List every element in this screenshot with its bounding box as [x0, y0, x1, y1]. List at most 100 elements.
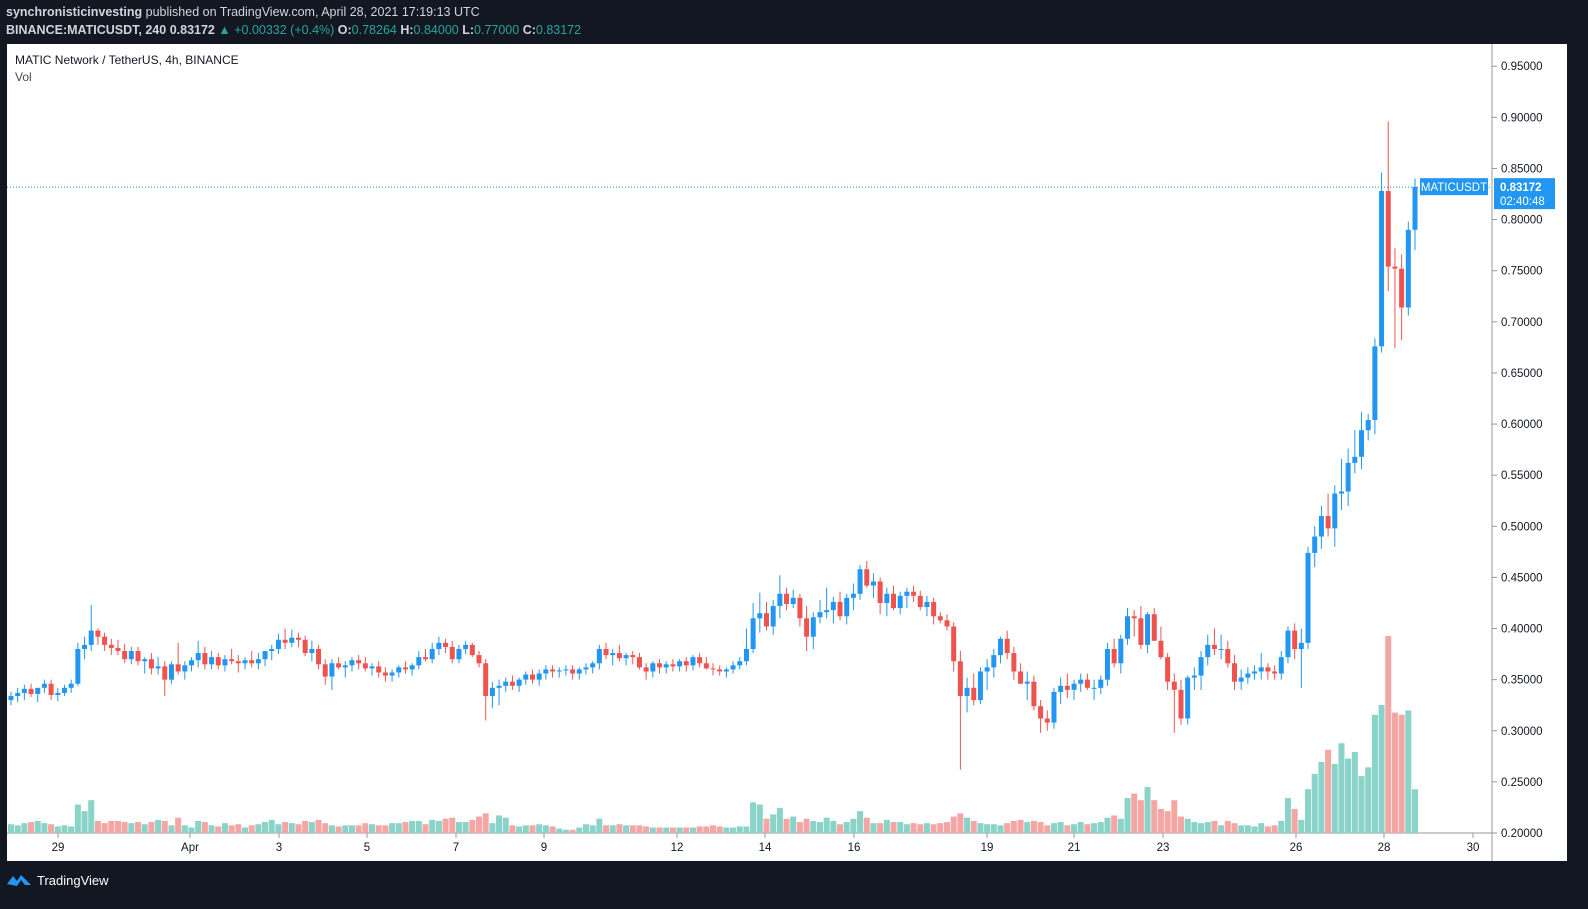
candle: [436, 636, 442, 656]
high-label: H:: [400, 23, 414, 37]
volume-bar: [1291, 808, 1298, 833]
candle: [209, 651, 215, 670]
candle: [897, 591, 903, 615]
candle: [1312, 526, 1318, 568]
candle-body: [1205, 644, 1211, 658]
volume-bar: [1191, 822, 1198, 833]
tradingview-brand[interactable]: TradingView: [37, 872, 109, 888]
candle-body: [810, 617, 816, 637]
candle: [483, 659, 489, 721]
volume-bar: [1184, 818, 1191, 833]
price-tick-label: 0.70000: [1501, 317, 1543, 329]
candle: [804, 606, 810, 652]
open-value: 0.78264: [351, 23, 397, 37]
candle: [503, 677, 509, 692]
volume-bar: [1050, 823, 1057, 833]
candle: [757, 592, 763, 633]
volume-bar: [1004, 823, 1011, 833]
volume-bar: [1258, 823, 1265, 833]
volume-bar: [596, 818, 603, 833]
volume-bar: [8, 824, 14, 833]
volume-bar: [716, 826, 723, 833]
candle: [1405, 221, 1411, 316]
volume-bar: [215, 826, 222, 833]
candle: [423, 648, 429, 662]
volume-bar: [409, 820, 416, 833]
candle-body: [636, 657, 642, 668]
candles: [8, 121, 1418, 770]
candle: [349, 657, 355, 672]
volume-bar: [1358, 776, 1365, 833]
volume-bar: [1137, 800, 1144, 833]
price-tick-label: 0.20000: [1501, 828, 1543, 840]
time-tick-label: 5: [364, 842, 370, 854]
candle: [1125, 608, 1131, 645]
candle-body: [255, 659, 261, 664]
candle-body: [456, 648, 462, 660]
candle-body: [1151, 614, 1157, 641]
volume-bar: [863, 817, 870, 833]
candle-body: [162, 666, 168, 680]
volume-bar: [944, 822, 950, 833]
candle: [710, 663, 716, 676]
author-name[interactable]: synchronisticinvesting: [6, 5, 143, 19]
candlestick-chart[interactable]: 0.95000 0.90000 0.85000 0.80000 0.75000 0.700…: [7, 44, 1567, 861]
volume-bar: [1244, 825, 1251, 833]
candle: [443, 638, 449, 654]
candle: [469, 642, 475, 658]
volume-bar: [1298, 819, 1305, 833]
candle: [770, 599, 776, 635]
volume-bar: [1338, 743, 1345, 833]
candle-body: [543, 669, 549, 674]
candle-body: [269, 648, 275, 652]
volume-bar: [897, 822, 904, 833]
volume-bar: [188, 827, 195, 833]
candle-body: [128, 651, 134, 660]
candle: [636, 653, 642, 670]
volume-bar: [883, 819, 890, 833]
candle: [543, 665, 549, 680]
volume-bar: [429, 819, 436, 833]
volume-bar: [288, 823, 295, 833]
volume-bars: [8, 636, 1418, 833]
candle-body: [743, 648, 749, 662]
candle: [777, 575, 783, 619]
candle-body: [603, 648, 609, 656]
time-tick-label: Apr: [181, 842, 199, 854]
volume-bar: [1037, 822, 1044, 833]
volume-bar: [41, 823, 48, 833]
candle: [68, 679, 74, 693]
volume-bar: [1151, 800, 1158, 833]
candle: [102, 632, 108, 652]
chart-panel[interactable]: 0.95000 0.90000 0.85000 0.80000 0.75000 0.700…: [7, 44, 1567, 861]
volume-bar: [482, 813, 489, 833]
price-tick-label: 0.30000: [1501, 726, 1543, 738]
up-arrow-icon: ▲: [218, 23, 231, 37]
volume-bar: [643, 826, 650, 833]
candle: [229, 648, 235, 665]
candle-body: [1091, 687, 1097, 689]
candle: [596, 644, 602, 670]
volume-bar: [1305, 789, 1312, 833]
candle: [991, 648, 997, 678]
candle-body: [229, 659, 235, 662]
volume-bar: [155, 819, 162, 833]
candle: [1058, 677, 1064, 705]
candle-body: [503, 681, 509, 686]
candle-body: [489, 687, 495, 697]
volume-bar: [302, 820, 309, 833]
candle: [476, 651, 482, 668]
tradingview-logo-icon[interactable]: [7, 873, 31, 887]
volume-bar: [623, 825, 630, 833]
candle: [202, 646, 208, 670]
candle: [275, 633, 281, 655]
candle-body: [202, 653, 208, 665]
volume-bar: [208, 825, 215, 833]
candle-body: [356, 660, 362, 664]
volume-bar: [489, 823, 496, 833]
candle: [1118, 634, 1124, 674]
candle: [316, 644, 322, 670]
candle-body: [1104, 648, 1110, 680]
candle: [837, 591, 843, 621]
time-tick-label: 23: [1157, 842, 1170, 854]
